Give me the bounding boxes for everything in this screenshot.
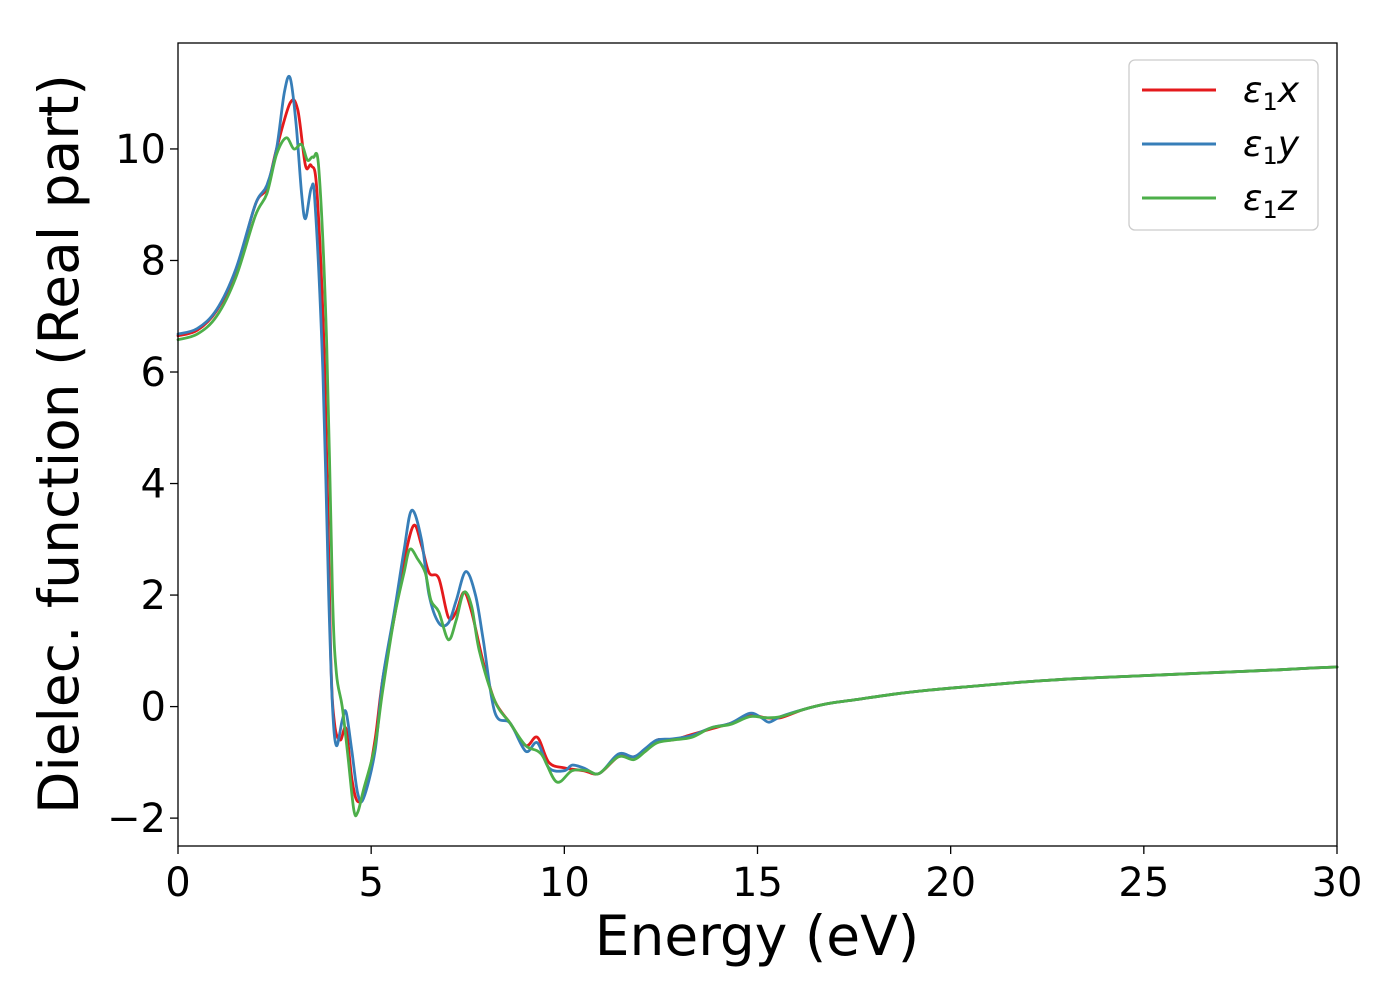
legend-box [1128, 59, 1319, 231]
legend-label-y: ε1y [1243, 124, 1300, 170]
x-axis-title: Energy (eV) [595, 904, 919, 968]
y-tick-label: 6 [141, 350, 166, 396]
y-tick-label: 0 [141, 685, 166, 731]
x-tick-label: 5 [358, 860, 383, 906]
x-tick-label: 0 [165, 860, 190, 906]
y-tick-label: 10 [115, 127, 166, 173]
x-tick-label: 20 [925, 860, 976, 906]
series-lines [176, 74, 1339, 818]
y-tick-label: 2 [141, 573, 166, 619]
x-axis: 0 5 10 15 20 25 30 [165, 846, 1362, 906]
series-line-z [176, 136, 1339, 818]
x-tick-label: 30 [1312, 860, 1363, 906]
y-tick-label: 4 [141, 462, 166, 508]
y-axis-title: Dielec. function (Real part) [27, 74, 91, 814]
legend: ε1x ε1y ε1z [1128, 59, 1319, 231]
y-tick-label: −2 [107, 796, 166, 842]
x-tick-label: 25 [1118, 860, 1169, 906]
y-axis: −2 0 2 4 6 8 10 [107, 127, 178, 842]
legend-label-z: ε1z [1243, 178, 1298, 224]
x-tick-label: 10 [539, 860, 590, 906]
legend-label-x: ε1x [1243, 70, 1300, 116]
y-tick-label: 8 [141, 238, 166, 284]
x-tick-label: 15 [732, 860, 783, 906]
